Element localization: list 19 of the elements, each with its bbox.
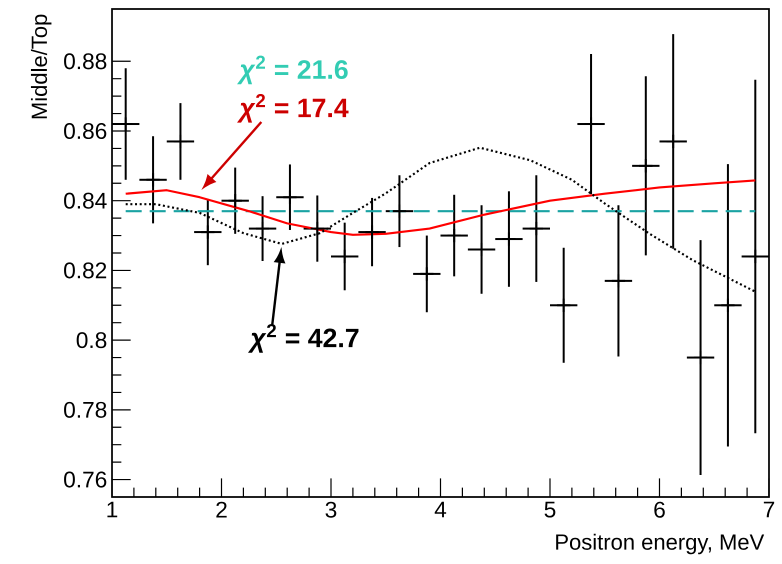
x-tick-label: 5 bbox=[544, 502, 556, 518]
y-tick-label: 0.88 bbox=[64, 53, 106, 70]
x-tick-label: 4 bbox=[434, 502, 446, 518]
x-tick-label: 7 bbox=[764, 502, 774, 518]
x-tick-label: 1 bbox=[107, 502, 118, 518]
y-tick-label: 0.82 bbox=[64, 262, 106, 278]
x-tick-label: 6 bbox=[654, 502, 665, 518]
y-tick-label: 0.8 bbox=[76, 332, 106, 348]
y-tick-label: 0.84 bbox=[64, 192, 107, 209]
x-axis-title: Positron energy, MeV bbox=[556, 534, 764, 554]
y-tick-label: 0.86 bbox=[64, 122, 106, 140]
y-axis-title: Middle/Top bbox=[30, 14, 52, 118]
annotation: χ$^{2}$ = 21.6 bbox=[237, 56, 348, 84]
y-tick-label: 0.78 bbox=[64, 402, 106, 418]
annotation: χ$^{2}$ = 17.4 bbox=[237, 94, 349, 123]
x-tick-label: 2 bbox=[216, 502, 227, 518]
annotation: χ$^{2}$ = 42.7 bbox=[248, 324, 358, 353]
x-tick-label: 3 bbox=[326, 502, 336, 518]
y-tick-label: 0.76 bbox=[64, 472, 106, 488]
